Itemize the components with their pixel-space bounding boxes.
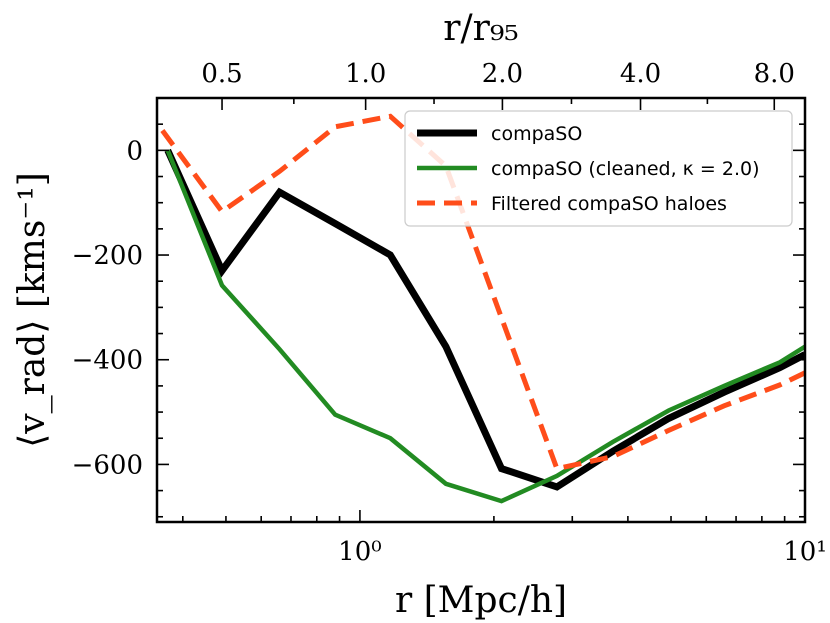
y-tick-label: −600 <box>72 450 143 480</box>
legend-box <box>404 110 793 227</box>
y-tick-label: −400 <box>72 346 143 376</box>
series-line-1 <box>164 148 805 491</box>
top-tick-label: 2.0 <box>482 59 523 89</box>
top-axis-label: r/r₉₅ <box>443 8 518 49</box>
labels-layer: 10⁰ 10¹ 0 −200 −400 −600 0.5 1.0 2.0 4.0 8.0 r [Mpc… <box>12 8 827 621</box>
series-line-3 <box>160 113 805 472</box>
series-layer <box>160 113 805 504</box>
plot-frame <box>155 96 807 524</box>
series-line-2 <box>165 149 805 504</box>
top-tick-label: 1.0 <box>345 59 386 89</box>
legend: compaSO compaSO (cleaned, κ = 2.0) Filtere… <box>404 110 793 227</box>
legend-label-2: compaSO (cleaned, κ = 2.0) <box>491 158 760 180</box>
x-tick-label: 10¹ <box>783 537 827 567</box>
y-tick-label: 0 <box>126 136 143 166</box>
legend-label-1: compaSO <box>491 123 582 145</box>
top-tick-label: 4.0 <box>620 59 661 89</box>
top-tick-label: 0.5 <box>201 59 242 89</box>
legend-label-3: Filtered compaSO haloes <box>491 193 727 215</box>
top-tick-label: 8.0 <box>754 59 795 89</box>
x-tick-label: 10⁰ <box>338 537 382 567</box>
y-axis-label: ⟨v_rad⟩ [kms⁻¹] <box>12 172 53 448</box>
y-tick-label: −200 <box>72 241 143 271</box>
x-axis-label: r [Mpc/h] <box>395 580 567 621</box>
